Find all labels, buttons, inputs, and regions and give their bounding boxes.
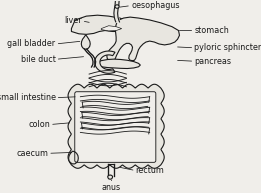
Text: small intestine: small intestine bbox=[0, 93, 56, 102]
Text: anus: anus bbox=[102, 183, 121, 192]
Polygon shape bbox=[101, 26, 122, 31]
Text: oesophagus: oesophagus bbox=[131, 1, 180, 10]
Text: stomach: stomach bbox=[194, 26, 229, 35]
Polygon shape bbox=[108, 175, 112, 179]
Polygon shape bbox=[68, 84, 164, 168]
Text: colon: colon bbox=[28, 120, 50, 129]
Text: liver: liver bbox=[64, 16, 82, 25]
FancyBboxPatch shape bbox=[74, 92, 156, 163]
Text: pancreas: pancreas bbox=[194, 57, 232, 66]
Polygon shape bbox=[69, 151, 78, 164]
Polygon shape bbox=[95, 51, 115, 73]
Polygon shape bbox=[95, 59, 140, 69]
Text: gall bladder: gall bladder bbox=[8, 39, 56, 48]
Polygon shape bbox=[72, 15, 131, 34]
Ellipse shape bbox=[115, 5, 119, 8]
Text: bile duct: bile duct bbox=[21, 55, 56, 64]
Text: pyloric sphincter: pyloric sphincter bbox=[194, 43, 261, 52]
Polygon shape bbox=[107, 17, 180, 61]
Text: rectum: rectum bbox=[136, 166, 165, 175]
Text: caecum: caecum bbox=[16, 149, 48, 158]
Polygon shape bbox=[81, 35, 90, 49]
